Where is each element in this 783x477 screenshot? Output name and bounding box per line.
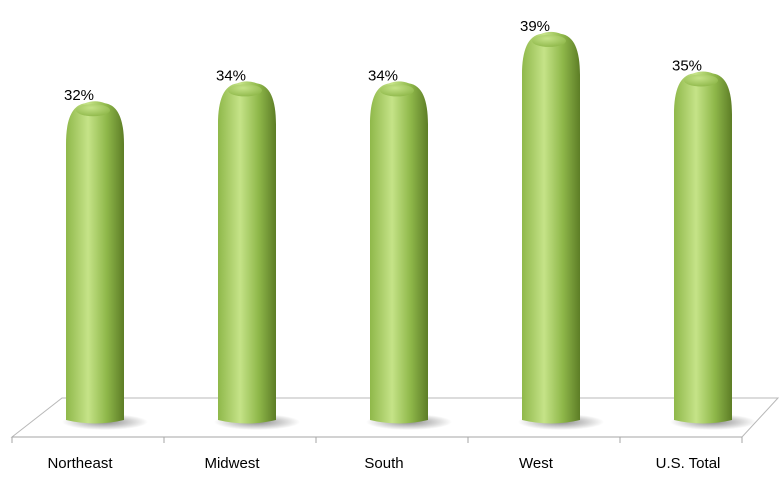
bar — [370, 81, 428, 424]
data-label: 32% — [64, 87, 94, 104]
data-label: 35% — [672, 58, 702, 75]
bar-cap — [76, 104, 110, 117]
bar — [218, 81, 276, 424]
bar — [66, 101, 124, 424]
data-label: 34% — [368, 67, 398, 84]
bar — [674, 71, 732, 424]
bar-cap — [532, 34, 566, 47]
category-axis: Northeast Midwest South West U.S. Total — [11, 436, 743, 472]
data-label: 34% — [216, 67, 246, 84]
data-labels-group: 32% 34% 34% 39% 35% — [64, 18, 702, 104]
x-tick-label: Northeast — [47, 455, 113, 472]
x-tick-label: West — [519, 455, 554, 472]
bar-cap — [228, 84, 262, 97]
x-tick-label: South — [364, 455, 403, 472]
bars-group — [62, 31, 756, 430]
bar-cap — [684, 74, 718, 87]
x-tick-label: Midwest — [204, 455, 260, 472]
bar — [522, 31, 580, 424]
x-tick-label: U.S. Total — [656, 455, 721, 472]
bar-cap — [380, 84, 414, 97]
data-label: 39% — [520, 18, 550, 35]
